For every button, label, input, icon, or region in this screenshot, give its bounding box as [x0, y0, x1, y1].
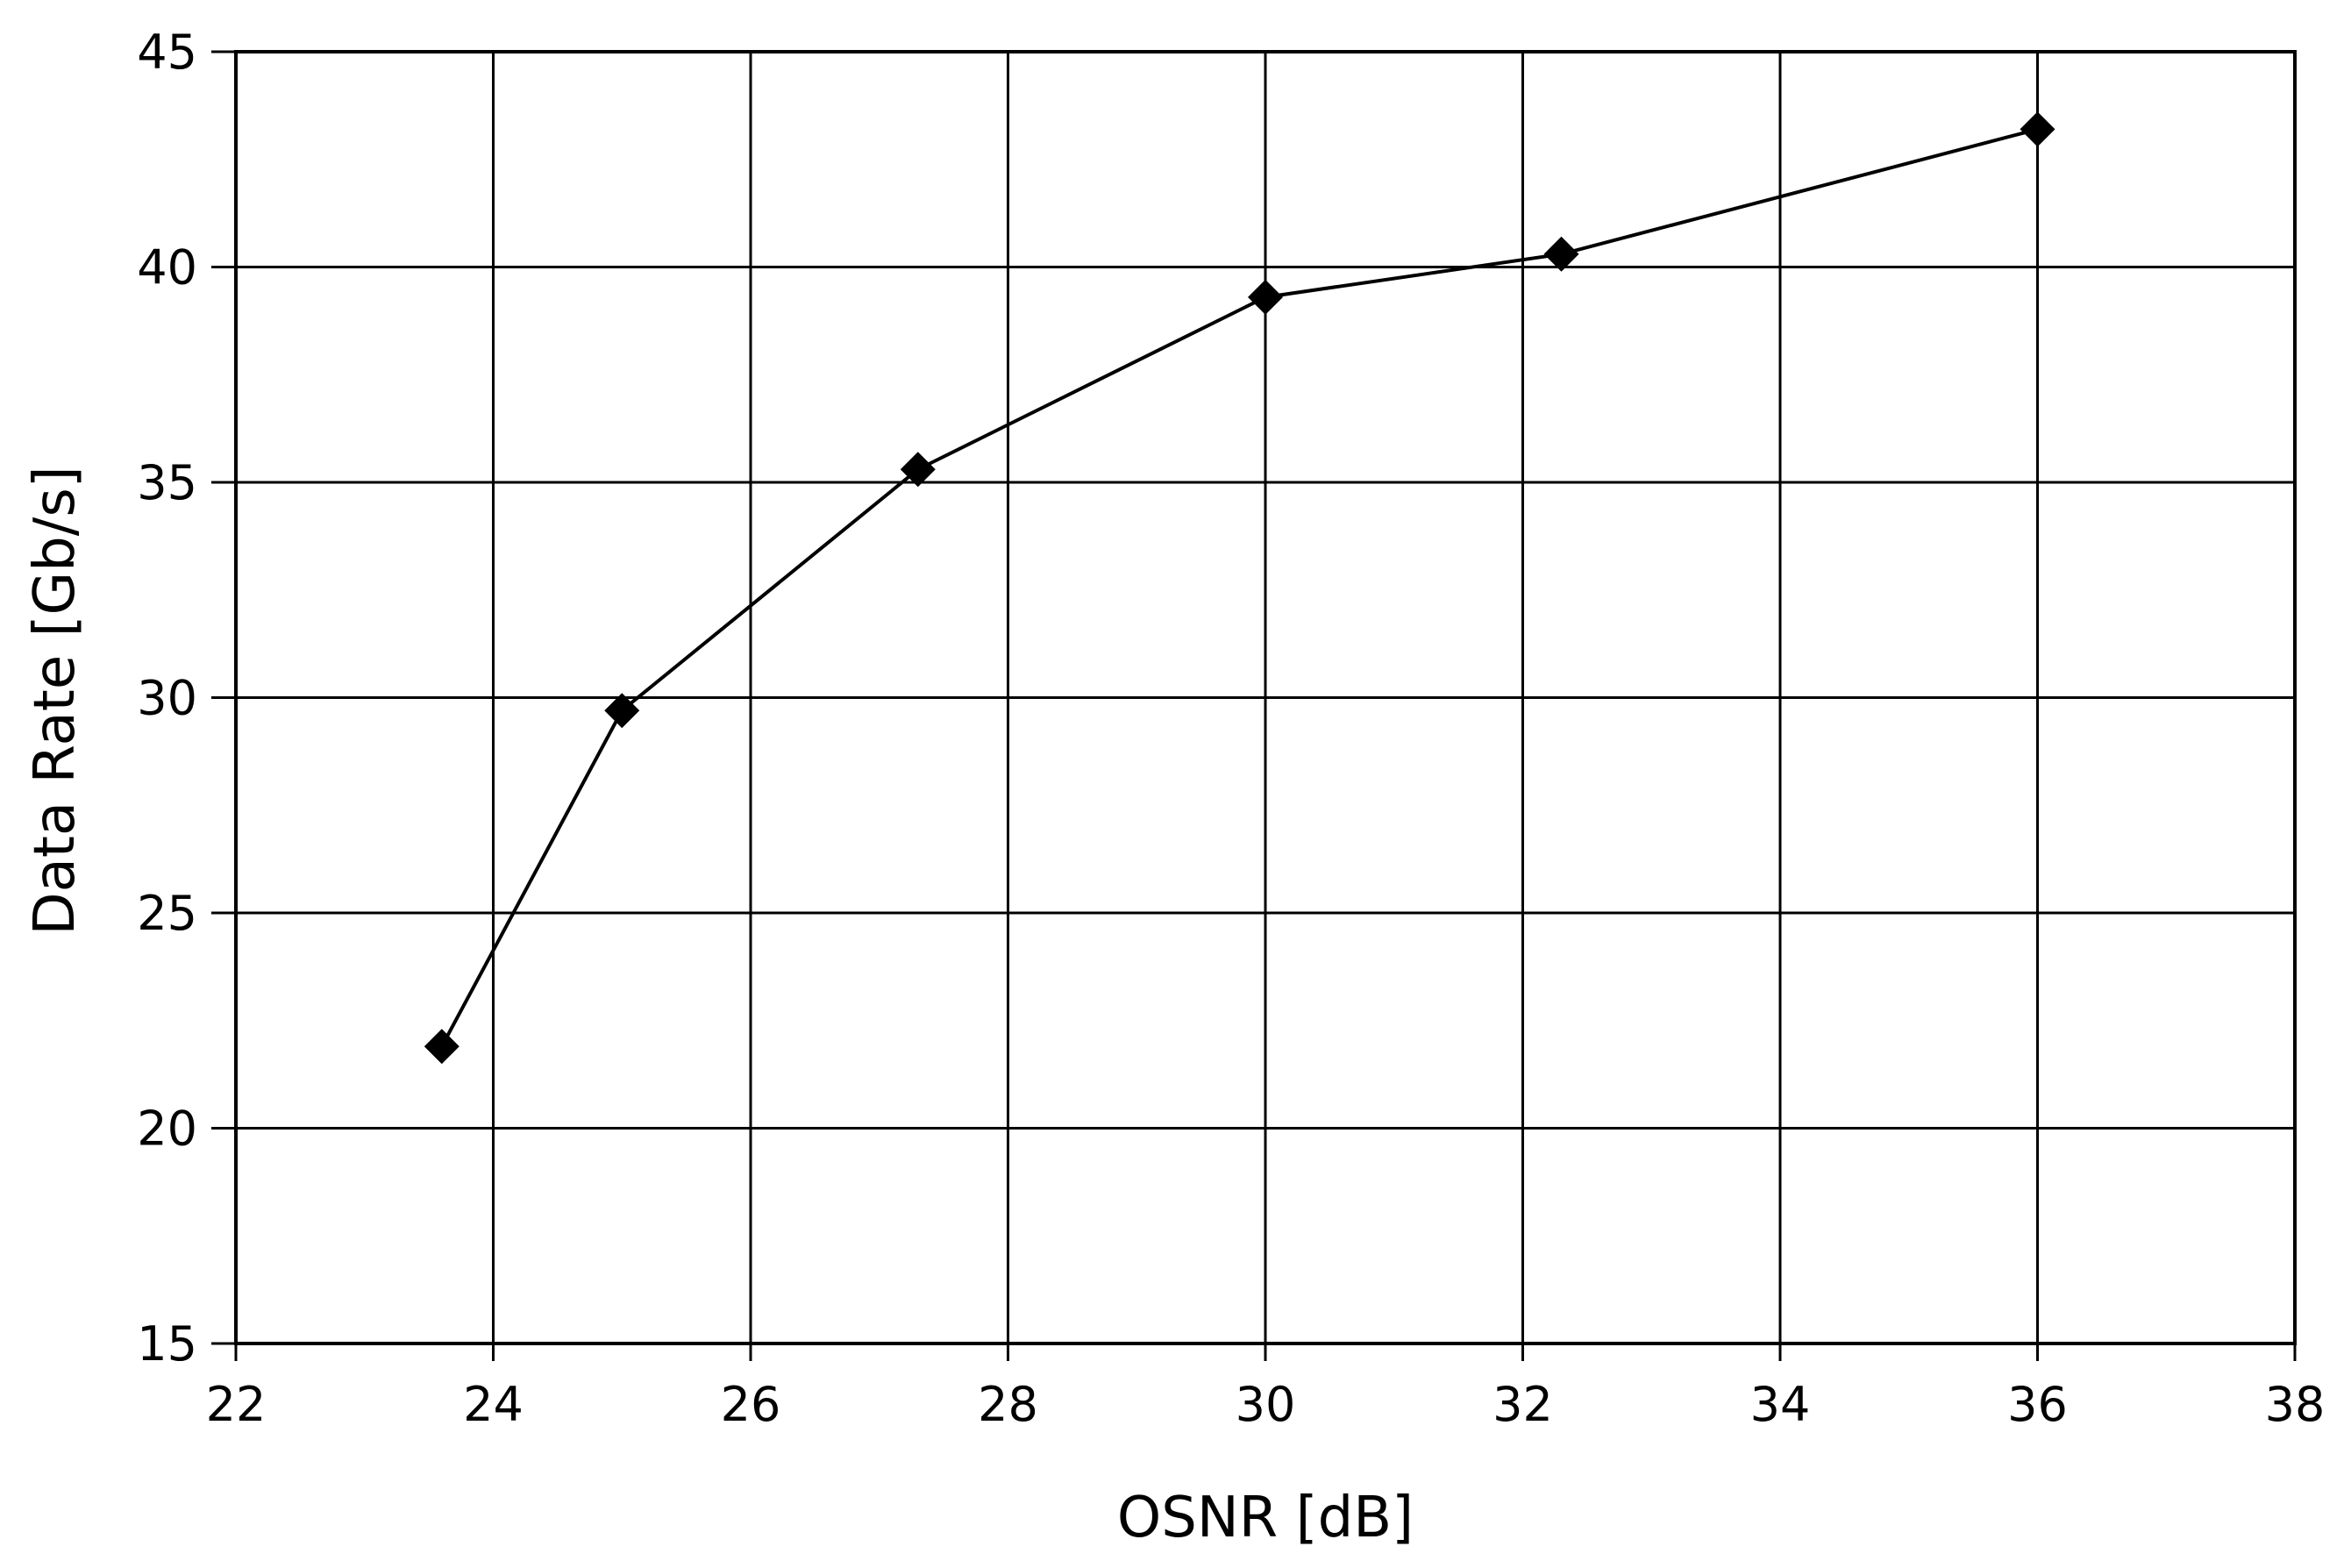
x-tick-label: 32	[1493, 1377, 1553, 1432]
x-tick-label: 28	[978, 1377, 1038, 1432]
data-point-marker	[424, 1029, 460, 1064]
y-axis-title: Data Rate [Gb/s]	[23, 466, 88, 935]
y-tick-label: 20	[137, 1101, 197, 1157]
y-tick-label: 40	[137, 240, 197, 296]
y-tick-label: 30	[137, 671, 197, 726]
x-tick-label: 22	[206, 1377, 267, 1432]
x-tick-label: 38	[2265, 1377, 2326, 1432]
grid-lines	[236, 52, 2295, 1343]
x-tick-label: 36	[2007, 1377, 2068, 1432]
x-tick-label: 26	[721, 1377, 781, 1432]
series-markers	[424, 111, 2055, 1064]
x-tick-label: 24	[463, 1377, 524, 1432]
x-tick-label: 34	[1750, 1377, 1811, 1432]
y-tick-label: 35	[137, 455, 197, 510]
x-tick-label: 30	[1236, 1377, 1296, 1432]
y-tick-labels: 15 20 25 30 35 40 45	[137, 25, 197, 1372]
x-tick-labels: 22 24 26 28 30 32 34 36 38	[206, 1377, 2326, 1432]
y-tick-label: 25	[137, 886, 197, 941]
data-point-marker	[2020, 111, 2055, 146]
y-tick-label: 15	[137, 1316, 197, 1372]
y-tick-label: 45	[137, 25, 197, 80]
x-axis-title: OSNR [dB]	[1117, 1486, 1414, 1550]
data-point-marker	[1248, 280, 1283, 315]
axis-ticks	[211, 52, 2295, 1361]
